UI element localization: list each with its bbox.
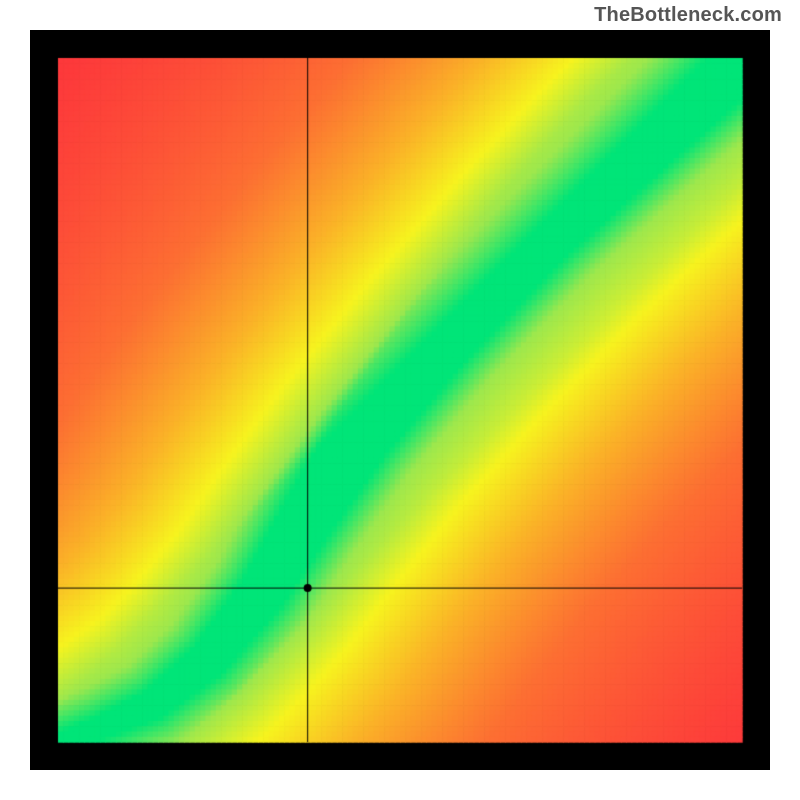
heatmap-canvas bbox=[30, 30, 770, 770]
plot-frame bbox=[30, 30, 770, 770]
watermark-text: TheBottleneck.com bbox=[594, 4, 782, 27]
